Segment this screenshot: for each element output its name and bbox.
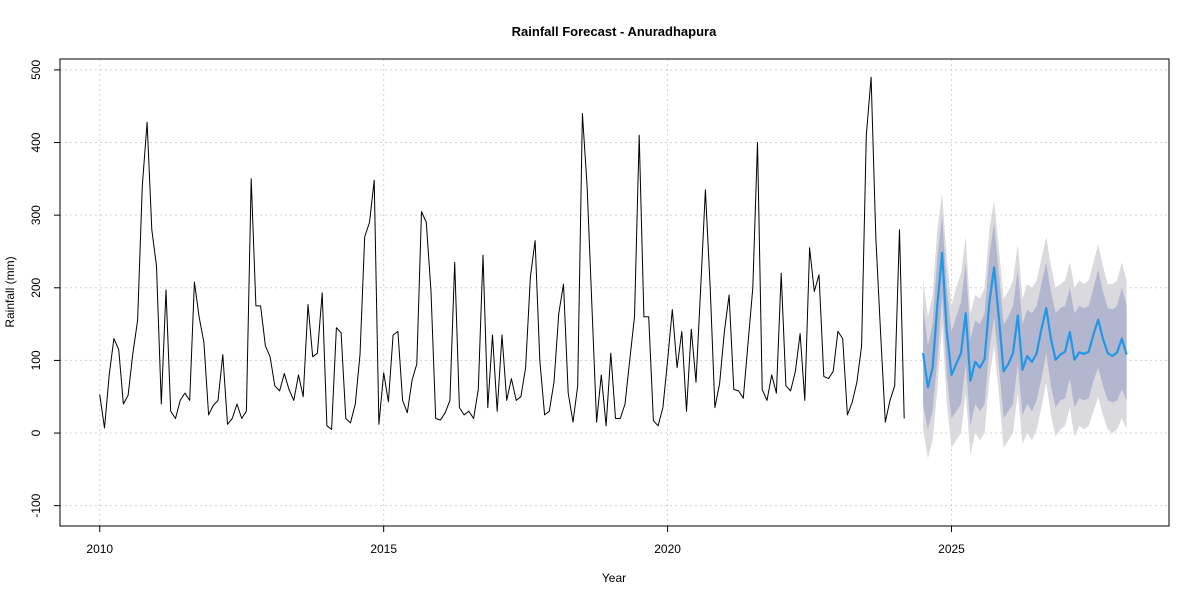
y-tick-label: 400: [29, 132, 43, 152]
forecast-line: [922, 251, 1128, 389]
x-tick-label: 2010: [86, 542, 113, 556]
y-tick-label: 500: [29, 60, 43, 80]
x-tick-label: 2020: [654, 542, 681, 556]
y-tick-label: 0: [29, 429, 43, 436]
y-tick-label: 200: [29, 277, 43, 297]
y-axis-label: Rainfall (mm): [3, 256, 17, 327]
x-axis: 2010 2015 2020 2025: [86, 525, 965, 556]
y-axis: -100 0 100 200 300 400 500: [29, 60, 61, 518]
band-80: [923, 215, 1127, 430]
x-tick-label: 2025: [938, 542, 965, 556]
y-tick-label: 300: [29, 205, 43, 225]
y-tick-label: 100: [29, 350, 43, 370]
chart-title: Rainfall Forecast - Anuradhapura: [512, 24, 717, 39]
forecast-series: [922, 251, 1128, 389]
y-tick-label: -100: [29, 493, 43, 517]
x-axis-label: Year: [602, 571, 626, 585]
band-80-area: [923, 215, 1127, 430]
observed-series: [99, 76, 905, 430]
x-tick-label: 2015: [370, 542, 397, 556]
observed-line: [99, 76, 905, 430]
